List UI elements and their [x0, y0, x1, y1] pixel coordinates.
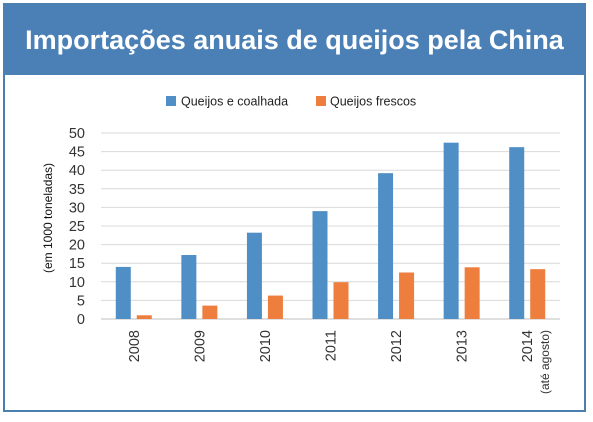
y-tick-label: 15: [69, 256, 85, 272]
y-tick-label: 45: [69, 145, 85, 161]
x-tick-label: 2012: [389, 330, 405, 362]
bar-queijos-e-coalhada-2013: [443, 142, 459, 319]
x-tick-label: 2009: [192, 330, 208, 362]
y-tick-label: 20: [69, 238, 85, 254]
y-tick-label: 30: [69, 200, 85, 216]
gridlines: [101, 132, 560, 320]
legend-swatch-queijos-e-coalhada: [166, 96, 176, 106]
legend-swatch-queijos-frescos: [316, 96, 326, 106]
x-tick-sublabel: (até agosto): [538, 330, 552, 394]
bar-queijos-frescos-2014: [530, 269, 546, 319]
y-tick-label: 50: [69, 126, 85, 142]
chart-title: Importações anuais de queijos pela China: [5, 5, 584, 75]
bars: [115, 142, 546, 319]
y-axis-label: (em 1000 toneladas): [41, 163, 55, 273]
x-tick-label: 2013: [455, 330, 471, 362]
bar-queijos-e-coalhada-2014: [509, 147, 525, 319]
y-tick-label: 40: [69, 163, 85, 179]
bar-queijos-e-coalhada-2009: [181, 255, 197, 319]
bar-queijos-frescos-2010: [267, 295, 283, 319]
legend-label-queijos-e-coalhada: Queijos e coalhada: [181, 95, 288, 109]
y-tick-label: 35: [69, 182, 85, 198]
y-tick-label: 25: [69, 219, 85, 235]
bar-queijos-e-coalhada-2012: [378, 173, 394, 319]
y-axis-ticks: 0 5 10 15 20 25 30 35 40 45 50: [69, 126, 85, 328]
bar-queijos-e-coalhada-2011: [312, 211, 328, 319]
x-tick-label: 2011: [324, 330, 340, 361]
bar-queijos-frescos-2008: [136, 315, 152, 319]
bar-queijos-e-coalhada-2008: [115, 266, 131, 319]
x-tick-label: 2008: [127, 330, 143, 362]
bar-queijos-frescos-2011: [333, 282, 349, 319]
legend-label-queijos-frescos: Queijos frescos: [330, 95, 416, 109]
bar-queijos-e-coalhada-2010: [246, 232, 262, 319]
x-axis-ticks: 2008 2009 2010 2011 2012 2013 2014 (até agosto): [127, 330, 552, 394]
bar-queijos-frescos-2012: [399, 272, 415, 319]
bar-queijos-frescos-2013: [464, 267, 480, 319]
y-tick-label: 0: [77, 312, 85, 328]
x-tick-label: 2010: [258, 330, 274, 362]
x-tick-label: 2014: [520, 330, 536, 362]
legend: Queijos e coalhada Queijos frescos: [166, 95, 416, 109]
y-tick-label: 10: [69, 275, 85, 291]
y-tick-label: 5: [77, 293, 85, 309]
bar-queijos-frescos-2009: [202, 305, 218, 319]
